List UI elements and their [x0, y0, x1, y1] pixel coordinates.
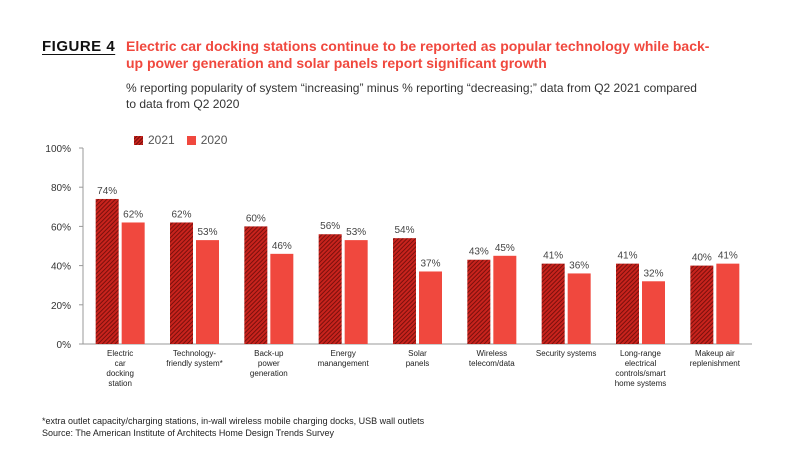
y-tick-label: 40%: [51, 262, 71, 273]
data-label-2021: 74%: [97, 186, 117, 197]
y-tick-label: 20%: [51, 301, 71, 312]
legend-item-2021: 2021: [134, 133, 175, 147]
footnote-block: *extra outlet capacity/charging stations…: [42, 415, 424, 439]
data-label-2020: 53%: [197, 227, 217, 238]
chart-title: Electric car docking stations continue t…: [126, 38, 710, 71]
x-tick-label: Security systems: [536, 349, 596, 358]
source-note: Source: The American Institute of Archit…: [42, 428, 334, 438]
data-label-2020: 32%: [643, 268, 663, 279]
legend-swatch-2021: [134, 135, 143, 145]
chart-legend: 2021 2020: [134, 133, 233, 147]
bar-2021: [467, 259, 491, 344]
bar-2021: [318, 234, 342, 344]
bar-2020: [270, 253, 294, 344]
x-tick-label: Makeup air replenishment: [690, 349, 741, 368]
legend-item-2020: 2020: [186, 133, 228, 147]
x-axis-labels: Electric car docking station Technology-frie…: [106, 349, 740, 388]
chart-subtitle: % reporting popularity of system “increa…: [126, 81, 697, 111]
data-label-2021: 40%: [692, 253, 712, 264]
bars-group: [95, 198, 740, 344]
legend-label-2021: 2021: [148, 133, 175, 147]
x-tick-label: Technology-friendly system*: [166, 349, 222, 368]
figure-label: FIGURE 4: [42, 38, 116, 55]
bar-2021: [690, 265, 714, 344]
bar-2021: [95, 198, 119, 344]
y-tick-label: 60%: [51, 222, 71, 233]
bar-2020: [344, 240, 368, 344]
x-tick-label: Long-range electrical controls/smart home s…: [615, 349, 667, 388]
footnote: *extra outlet capacity/charging stations…: [42, 416, 425, 426]
bar-2021: [541, 263, 565, 344]
data-label-2020: 36%: [569, 260, 589, 271]
data-label-2021: 41%: [543, 251, 563, 262]
data-label-2020: 41%: [718, 251, 738, 262]
x-tick-label: Solar panels: [406, 349, 430, 368]
y-axis: 0% 20% 40% 60% 80% 100%: [45, 144, 752, 351]
data-label-2021: 54%: [394, 225, 414, 236]
data-label-2020: 37%: [420, 258, 440, 269]
bar-2020: [121, 222, 145, 344]
bar-2020: [493, 255, 517, 344]
legend-label-2020: 2020: [200, 133, 228, 147]
x-tick-label: Back-up power generation: [250, 349, 288, 378]
bar-2020: [196, 240, 219, 344]
data-label-2021: 56%: [320, 221, 340, 232]
bar-2021: [393, 238, 416, 344]
data-label-2021: 62%: [171, 209, 191, 220]
bar-2020: [642, 281, 665, 344]
x-tick-label: Wireless telecom/data: [469, 349, 515, 368]
data-label-2021: 43%: [469, 247, 489, 258]
x-tick-label: Electric car docking station: [106, 349, 134, 388]
legend-swatch-2020: [186, 135, 196, 145]
bar-2020: [419, 271, 442, 344]
y-tick-label: 100%: [45, 144, 71, 155]
bar-2021: [170, 222, 193, 344]
data-label-2020: 53%: [346, 227, 366, 238]
x-tick-label: Energy manangement: [318, 349, 370, 368]
y-tick-label: 0%: [57, 340, 72, 351]
bar-2021: [244, 226, 268, 344]
y-tick-label: 80%: [51, 183, 71, 194]
bar-2020: [716, 263, 740, 344]
data-labels-group: 74% 62% 62% 53% 60% 46% 56% 53% 54% 37% 43% 45% 41% 3…: [97, 186, 738, 279]
data-label-2020: 62%: [123, 209, 143, 220]
bar-2021: [616, 263, 639, 344]
data-label-2020: 46%: [272, 241, 292, 252]
bar-2020: [567, 273, 591, 344]
data-label-2021: 60%: [246, 213, 266, 224]
data-label-2021: 41%: [617, 251, 637, 262]
data-label-2020: 45%: [495, 243, 515, 254]
